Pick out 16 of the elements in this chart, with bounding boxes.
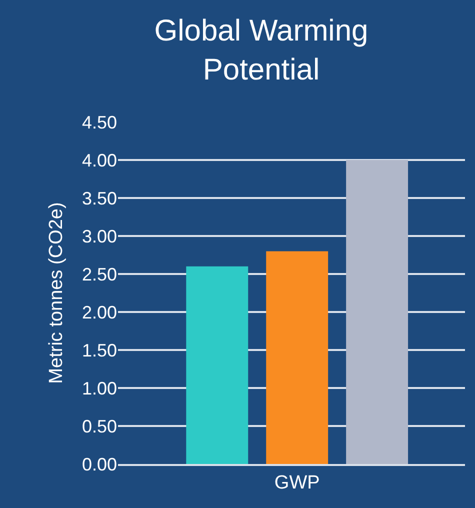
x-tick-label: GWP [274,472,320,494]
y-tick-label: 1.50 [82,340,117,360]
bar [266,251,328,464]
y-tick-label: 4.00 [82,150,117,170]
y-tick-label: 0.00 [82,454,117,474]
y-tick-label: 2.00 [82,302,117,322]
y-tick-label: 4.50 [82,112,117,132]
y-tick-label: 1.00 [82,378,117,398]
y-tick-label: 0.50 [82,416,117,436]
y-tick-label: 3.50 [82,188,117,208]
bar [346,160,408,464]
bar [186,266,248,464]
y-tick-label: 3.00 [82,226,117,246]
y-axis-title: Metric tonnes (CO2e) [46,202,67,384]
chart-title: Global Warming Potential [154,14,368,87]
y-tick-label: 2.50 [82,264,117,284]
